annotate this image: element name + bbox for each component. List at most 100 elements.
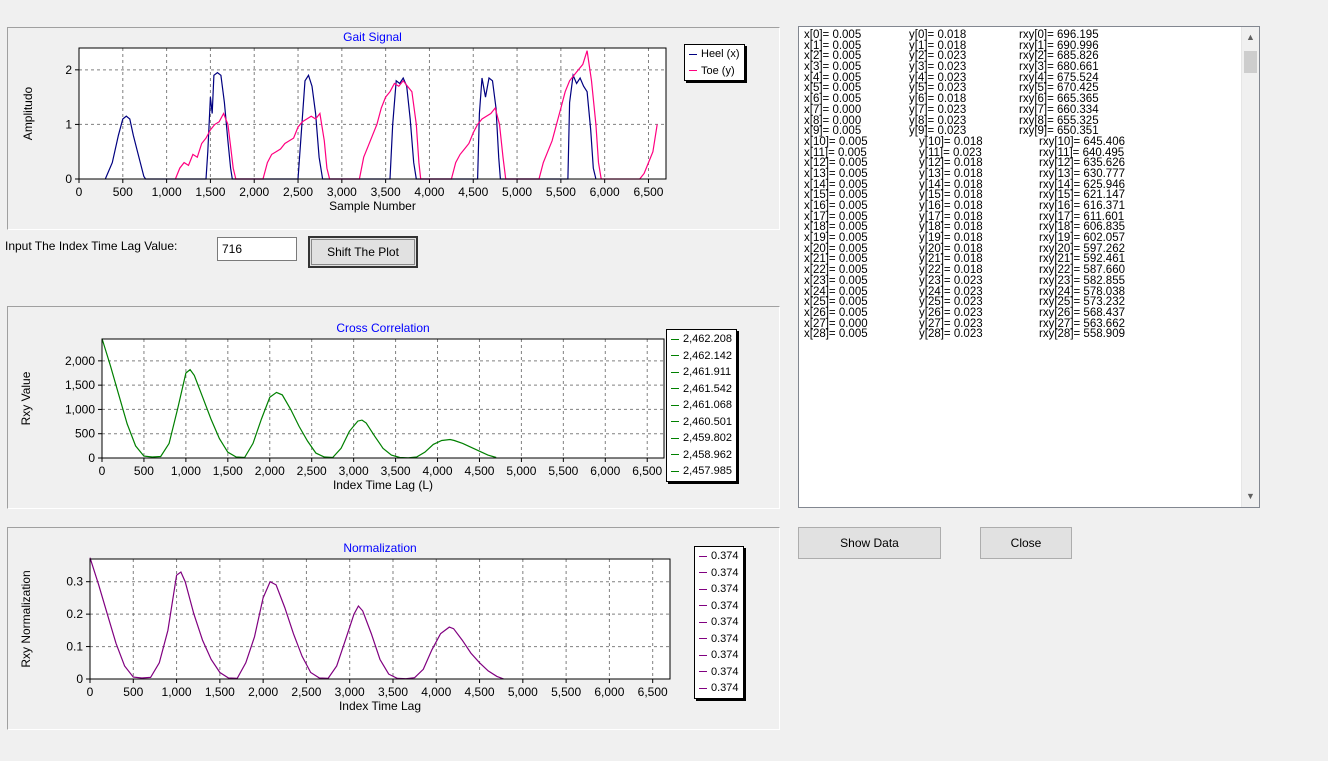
legend-item: Heel (x): [689, 46, 740, 63]
x-tick-label: 6,000: [590, 185, 620, 199]
list-cell-y: y[1]= 0.018: [909, 39, 967, 52]
x-tick-label: 6,000: [594, 685, 624, 699]
x-tick-label: 4,500: [464, 464, 494, 478]
x-tick-label: 3,000: [327, 185, 357, 199]
x-tick-label: 1,500: [205, 685, 235, 699]
list-cell-r: rxy[2]= 685.826: [1019, 50, 1099, 63]
x-tick-label: 1,000: [162, 685, 192, 699]
legend-item: 2,461.068: [671, 397, 732, 414]
list-cell-r: rxy[27]= 563.662: [1039, 317, 1125, 330]
legend-item: 2,457.985: [671, 463, 732, 480]
chart-title: Cross Correlation: [336, 321, 429, 335]
scroll-up-icon[interactable]: ▲: [1246, 32, 1255, 42]
x-tick-label: 1,500: [195, 185, 225, 199]
list-cell-x: x[7]= 0.000: [804, 103, 862, 116]
legend-item: 0.374: [699, 581, 739, 598]
legend-swatch: [671, 421, 679, 423]
legend-label: 2,459.802: [683, 432, 732, 444]
series-line-1: [174, 50, 658, 180]
x-tick-label: 5,000: [502, 185, 532, 199]
y-tick-label: 1: [65, 117, 72, 131]
list-cell-r: rxy[10]= 645.406: [1039, 135, 1125, 148]
list-cell-x: x[10]= 0.005: [804, 135, 868, 148]
legend-swatch: [699, 588, 707, 590]
x-tick-label: 5,000: [506, 464, 536, 478]
list-cell-r: rxy[5]= 670.425: [1019, 82, 1099, 95]
y-axis-label: Rxy Normalization: [19, 570, 33, 667]
shift-plot-button[interactable]: Shift The Plot: [308, 236, 418, 268]
list-cell-x: x[6]= 0.005: [804, 93, 862, 106]
list-cell-y: y[25]= 0.023: [919, 296, 983, 309]
y-tick-label: 2: [65, 63, 72, 77]
list-cell-y: y[27]= 0.023: [919, 317, 983, 330]
scroll-down-icon[interactable]: ▼: [1246, 491, 1255, 501]
list-cell-y: y[2]= 0.023: [909, 50, 967, 63]
x-tick-label: 5,500: [551, 685, 581, 699]
list-cell-y: y[20]= 0.018: [919, 242, 983, 255]
list-cell-x: x[28]= 0.005: [804, 328, 868, 341]
legend-label: 2,462.208: [683, 333, 732, 345]
lag-value-input[interactable]: [217, 237, 297, 261]
scroll-thumb[interactable]: [1244, 51, 1257, 73]
legend-swatch: [699, 671, 707, 673]
list-scrollbar[interactable]: ▲ ▼: [1241, 27, 1259, 507]
x-tick-label: 1,500: [213, 464, 243, 478]
list-cell-y: y[0]= 0.018: [909, 29, 967, 41]
list-cell-x: x[15]= 0.005: [804, 189, 868, 202]
data-listbox[interactable]: x[0]= 0.005 y[0]= 0.018 rxy[0]= 696.195 x[1…: [798, 26, 1260, 508]
legend-swatch: [699, 555, 707, 557]
x-axis-label: Sample Number: [329, 199, 416, 213]
list-cell-r: rxy[3]= 680.661: [1019, 61, 1099, 74]
list-cell-y: y[11]= 0.023: [919, 146, 982, 159]
legend-item: 2,460.501: [671, 414, 732, 431]
list-cell-r: rxy[20]= 597.262: [1039, 242, 1125, 255]
list-cell-r: rxy[23]= 582.855: [1039, 274, 1125, 287]
list-cell-y: y[5]= 0.023: [909, 82, 967, 95]
legend-item: 2,462.208: [671, 331, 732, 348]
legend-label: 0.374: [711, 616, 739, 628]
legend-label: 2,460.501: [683, 415, 732, 428]
list-cell-y: y[12]= 0.018: [919, 157, 983, 170]
legend-label: 2,461.542: [683, 382, 732, 395]
x-tick-label: 4,000: [423, 464, 453, 478]
list-cell-r: rxy[14]= 625.946: [1039, 178, 1125, 191]
y-tick-label: 500: [75, 427, 95, 441]
list-cell-r: rxy[18]= 606.835: [1039, 221, 1125, 234]
x-tick-label: 5,500: [548, 464, 578, 478]
list-cell-y: y[21]= 0.018: [919, 253, 983, 266]
x-tick-label: 2,500: [297, 464, 327, 478]
list-cell-x: x[12]= 0.005: [804, 157, 868, 170]
x-tick-label: 4,500: [465, 685, 495, 699]
x-tick-label: 3,000: [339, 464, 369, 478]
list-cell-y: y[23]= 0.023: [919, 274, 983, 287]
legend-item: 0.374: [699, 680, 739, 697]
x-tick-label: 6,500: [633, 185, 663, 199]
x-tick-label: 2,500: [283, 185, 313, 199]
normalization-plot: Normalization 0 500 1,000 1,500 2,000 2,500 3,0…: [19, 541, 671, 713]
x-tick-label: 4,500: [458, 185, 488, 199]
list-cell-r: rxy[15]= 621.147: [1039, 189, 1125, 202]
close-button[interactable]: Close: [980, 527, 1072, 559]
x-tick-label: 6,500: [638, 685, 668, 699]
chart-title: Normalization: [343, 541, 416, 555]
x-tick-label: 2,000: [248, 685, 278, 699]
x-tick-label: 4,000: [414, 185, 444, 199]
x-tick-label: 500: [113, 185, 133, 199]
legend-swatch: [671, 454, 679, 456]
list-cell-y: y[7]= 0.023: [909, 103, 967, 116]
x-tick-label: 4,000: [421, 685, 451, 699]
legend-swatch: [671, 437, 679, 439]
list-cell-y: y[13]= 0.018: [919, 167, 983, 180]
list-cell-r: rxy[16]= 616.371: [1039, 200, 1125, 212]
list-cell-r: rxy[0]= 696.195: [1019, 29, 1099, 41]
list-cell-y: y[16]= 0.018: [919, 200, 983, 212]
list-cell-x: x[9]= 0.005: [804, 125, 862, 138]
legend-label: 2,462.142: [683, 349, 732, 362]
y-tick-label: 0: [65, 172, 72, 186]
plot-frame: [89, 558, 671, 680]
x-tick-label: 3,500: [381, 464, 411, 478]
show-data-button[interactable]: Show Data: [798, 527, 941, 559]
legend-item: 0.374: [699, 548, 739, 565]
legend-label: 0.374: [711, 566, 739, 579]
legend-swatch: [699, 621, 707, 623]
